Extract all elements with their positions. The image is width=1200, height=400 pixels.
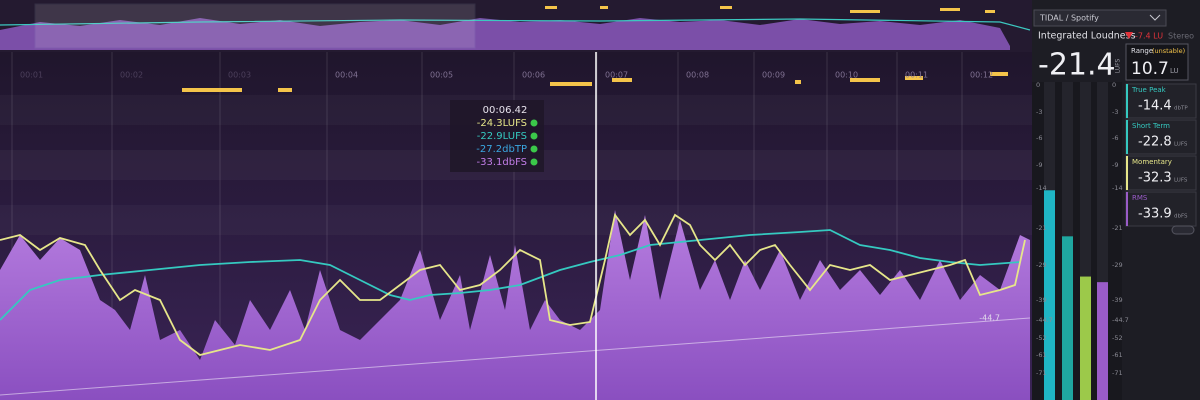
options-toggle[interactable]	[1171, 225, 1195, 235]
readout-name[interactable]: Momentary	[1132, 158, 1172, 166]
meter-scale-label: -6	[1036, 134, 1042, 142]
meter-scale-label: -39	[1112, 296, 1123, 304]
meter-bar	[1062, 236, 1073, 400]
meter-scale-label: -71	[1036, 369, 1047, 377]
meter-scale-label: -61	[1112, 351, 1123, 359]
meter-scale-label: -14	[1036, 184, 1047, 192]
mode-label[interactable]: Stereo	[1168, 32, 1194, 41]
tooltip-value: -27.2dbTP	[476, 144, 527, 155]
readout-box	[1125, 191, 1197, 227]
time-label: 00:10	[835, 71, 858, 80]
readout-unit: LUFS	[1174, 142, 1188, 148]
integrated-value: -21.4	[1038, 48, 1116, 83]
dropdown-arrow	[1149, 14, 1161, 21]
time-label: 00:08	[686, 71, 709, 80]
target-label: -44.7	[979, 314, 1000, 323]
meter-scale-label: -29	[1112, 261, 1123, 269]
tooltip-time: 00:06.42	[483, 105, 528, 116]
time-label: 00:06	[522, 71, 545, 80]
event-markers	[182, 72, 1008, 92]
range-box	[1125, 43, 1189, 81]
time-label: 00:09	[762, 71, 785, 80]
meter-scale-label: 0	[1112, 81, 1116, 89]
readout-unit: LUFS	[1174, 178, 1188, 184]
meter-track	[1097, 82, 1108, 400]
readout-accent	[1126, 156, 1128, 190]
readout-name[interactable]: RMS	[1132, 194, 1148, 202]
meter-scale-label: -71	[1112, 369, 1123, 377]
meter-scale-label: -61	[1036, 351, 1047, 359]
meters	[1044, 82, 1108, 400]
readout-accent	[1126, 192, 1128, 226]
meter-track	[1080, 82, 1091, 400]
tooltip-value: -33.1dbFS	[477, 157, 528, 168]
overview-waveform	[0, 18, 1010, 50]
integrated-unit: LUFS	[1115, 59, 1122, 74]
readout-name[interactable]: True Peak	[1131, 86, 1167, 94]
range-note: (unstable)	[1152, 47, 1185, 55]
tooltip-box	[450, 100, 544, 172]
readout-value: -33.9	[1138, 207, 1172, 222]
range-unit: LU	[1170, 67, 1179, 75]
meter-scale-label: -44.7	[1112, 316, 1129, 324]
readout-accent	[1126, 84, 1128, 118]
readout-box	[1125, 155, 1197, 191]
meter-scale-label: -3	[1112, 108, 1118, 116]
readout-value: -22.8	[1138, 135, 1172, 150]
readout-unit: dbFS	[1174, 214, 1188, 220]
preset-dropdown[interactable]	[1033, 9, 1167, 27]
meter-scale-label: -52	[1036, 334, 1047, 342]
meter-scale-label: -52	[1112, 334, 1123, 342]
time-label: 00:01	[20, 71, 43, 80]
readout-name[interactable]: Short Term	[1132, 122, 1170, 130]
meter-scale-label: -29	[1036, 261, 1047, 269]
time-label: 00:11	[905, 71, 928, 80]
meter-bar	[1044, 190, 1055, 400]
meter-scale-label: -39	[1036, 296, 1047, 304]
time-label: 00:12	[970, 71, 993, 80]
tooltip-value: -24.3LUFS	[477, 118, 527, 129]
readout-value: -14.4	[1138, 99, 1172, 114]
overview-markers	[545, 6, 995, 13]
target-line	[0, 317, 1031, 396]
time-label: 00:04	[335, 71, 358, 80]
tooltip-dots	[530, 119, 538, 166]
readout-value: -32.3	[1138, 171, 1172, 186]
tooltip: 00:06.42 -24.3LUFS -22.9LUFS -27.2dbTP -…	[450, 100, 544, 172]
readout-accent	[1126, 120, 1128, 154]
preset-label: TIDAL / Spotify	[1039, 14, 1099, 23]
tooltip-value: -22.9LUFS	[477, 131, 527, 142]
readout-unit: dbTP	[1174, 106, 1188, 112]
meter-bar	[1080, 276, 1091, 400]
range-label: Range	[1131, 47, 1153, 55]
meter-scale-label: -9	[1036, 161, 1042, 169]
meter-scale-label: -6	[1112, 134, 1118, 142]
short-term-line	[0, 229, 1021, 321]
time-label: 00:05	[430, 71, 453, 80]
delta-value: -7.4 LU	[1135, 32, 1163, 41]
range-value: 10.7	[1131, 59, 1169, 79]
meter-scale-label: -3	[1036, 108, 1042, 116]
meter-scale-label: -44.7	[1036, 316, 1053, 324]
meter-bar	[1097, 282, 1108, 400]
time-label: 00:03	[228, 71, 251, 80]
time-label: 00:02	[120, 71, 143, 80]
rms-area	[0, 210, 1030, 400]
integrated-label: Integrated Loudness	[1038, 31, 1136, 42]
meter-scale-label: -9	[1112, 161, 1118, 169]
overview-selection[interactable]	[34, 3, 476, 49]
meter-scale-label: 0	[1036, 81, 1040, 89]
momentary-line	[0, 212, 1026, 356]
meter-scale-label: -21	[1036, 224, 1047, 232]
meter-scale-label: -21	[1112, 224, 1123, 232]
overview-line	[0, 18, 1031, 31]
meter-scale-label: -14	[1112, 184, 1123, 192]
delta-icon	[1125, 32, 1133, 39]
time-label: 00:07	[605, 71, 628, 80]
